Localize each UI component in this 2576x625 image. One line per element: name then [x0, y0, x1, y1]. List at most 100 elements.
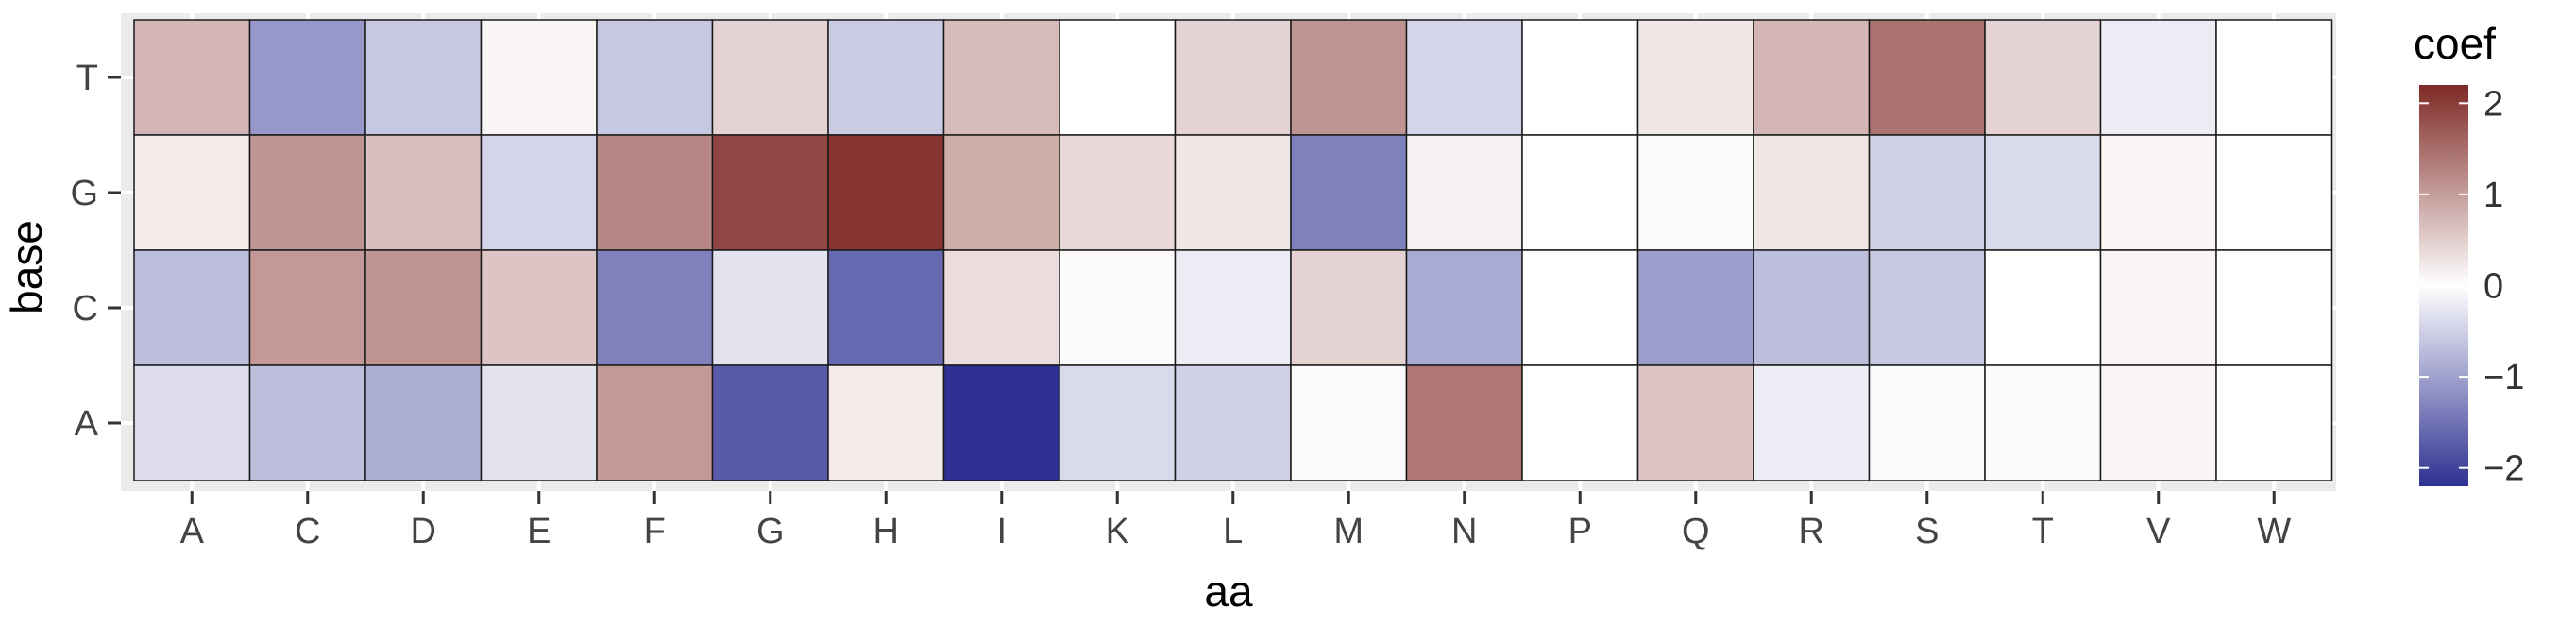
heatmap-cell-F-A	[596, 364, 714, 481]
heatmap-cell-P-C	[1521, 249, 1639, 366]
heatmap-cell-W-A	[2215, 364, 2333, 481]
heatmap-cell-H-T	[827, 19, 945, 136]
heatmap-cell-S-A	[1868, 364, 1986, 481]
heatmap-cell-C-A	[248, 364, 366, 481]
heatmap-cell-S-T	[1868, 19, 1986, 136]
heatmap-cell-R-A	[1753, 364, 1871, 481]
x-tick-label: S	[1915, 512, 1939, 551]
heatmap-cell-H-A	[827, 364, 945, 481]
heatmap-cell-V-G	[2099, 134, 2217, 251]
y-tick-label: G	[70, 174, 98, 213]
heatmap-cell-G-C	[711, 249, 829, 366]
heatmap-cell-T-T	[1984, 19, 2102, 136]
heatmap-cell-F-C	[596, 249, 714, 366]
legend: coef 2 1 0 −1 −2	[2414, 19, 2524, 489]
heatmap-cell-S-C	[1868, 249, 1986, 366]
heatmap-cell-R-G	[1753, 134, 1871, 251]
heatmap-cell-A-T	[133, 19, 251, 136]
heatmap-cell-V-C	[2099, 249, 2217, 366]
heatmap-cell-I-C	[942, 249, 1060, 366]
x-tick-label: D	[411, 512, 436, 551]
heatmap-cell-N-G	[1405, 134, 1523, 251]
heatmap-cell-G-A	[711, 364, 829, 481]
heatmap-cell-Q-C	[1636, 249, 1754, 366]
heatmap-cell-L-T	[1174, 19, 1292, 136]
legend-label: 0	[2483, 267, 2503, 307]
heatmap-cell-R-C	[1753, 249, 1871, 366]
heatmap-cell-W-G	[2215, 134, 2333, 251]
x-tick-label: F	[644, 512, 666, 551]
legend-label: 2	[2483, 84, 2503, 124]
heatmap-cell-G-T	[711, 19, 829, 136]
heatmap-cell-D-G	[364, 134, 483, 251]
x-tick-label: N	[1451, 512, 1477, 551]
heatmap-cell-T-G	[1984, 134, 2102, 251]
heatmap-cell-P-T	[1521, 19, 1639, 136]
heatmap-cell-N-A	[1405, 364, 1523, 481]
heatmap-cell-W-C	[2215, 249, 2333, 366]
y-tick-label: A	[75, 404, 99, 444]
heatmap-cell-D-T	[364, 19, 483, 136]
x-axis-title: aa	[1204, 566, 1253, 616]
x-tick-label: G	[756, 512, 785, 551]
y-tick-label: C	[73, 289, 98, 329]
heatmap-cell-H-G	[827, 134, 945, 251]
heatmap-cell-P-G	[1521, 134, 1639, 251]
heatmap-cell-S-G	[1868, 134, 1986, 251]
heatmap-cell-H-C	[827, 249, 945, 366]
x-tick-label: W	[2257, 512, 2291, 551]
heatmap-cell-N-T	[1405, 19, 1523, 136]
heatmap-cell-M-A	[1290, 364, 1408, 481]
x-tick-label: K	[1106, 512, 1129, 551]
heatmap-cell-W-T	[2215, 19, 2333, 136]
x-tick-label: L	[1223, 512, 1243, 551]
legend-title: coef	[2414, 19, 2496, 68]
heatmap-cell-M-C	[1290, 249, 1408, 366]
heatmap-cell-E-G	[480, 134, 598, 251]
legend-label: −1	[2483, 358, 2524, 397]
heatmap-cell-N-C	[1405, 249, 1523, 366]
heatmap-cell-K-T	[1059, 19, 1177, 136]
heatmap-cell-E-T	[480, 19, 598, 136]
legend-label: 1	[2483, 176, 2503, 215]
legend-label: −2	[2483, 449, 2524, 489]
heatmap-cell-I-T	[942, 19, 1060, 136]
heatmap-cell-Q-T	[1636, 19, 1754, 136]
heatmap-cell-V-T	[2099, 19, 2217, 136]
heatmap-cell-M-G	[1290, 134, 1408, 251]
x-tick-label: V	[2146, 512, 2171, 551]
heatmap-cell-A-G	[133, 134, 251, 251]
x-tick-label: C	[295, 512, 320, 551]
heatmap-cell-K-G	[1059, 134, 1177, 251]
heatmap-cell-C-G	[248, 134, 366, 251]
heatmap-cell-T-A	[1984, 364, 2102, 481]
y-axis: T G C A	[70, 59, 121, 444]
heatmap-cell-L-C	[1174, 249, 1292, 366]
x-tick-label: P	[1568, 512, 1592, 551]
y-axis-title: base	[2, 220, 51, 314]
heatmap-cell-L-G	[1174, 134, 1292, 251]
heatmap-cell-Q-A	[1636, 364, 1754, 481]
heatmap-cell-V-A	[2099, 364, 2217, 481]
heatmap-cell-E-C	[480, 249, 598, 366]
heatmap-cell-E-A	[480, 364, 598, 481]
heatmap-cell-F-T	[596, 19, 714, 136]
heatmap-cell-C-C	[248, 249, 366, 366]
heatmap-cells	[133, 19, 2333, 481]
x-tick-label: R	[1799, 512, 1824, 551]
heatmap-cell-D-A	[364, 364, 483, 481]
x-tick-label: H	[873, 512, 899, 551]
x-tick-label: T	[2032, 512, 2054, 551]
x-tick-label: M	[1333, 512, 1364, 551]
heatmap-cell-I-A	[942, 364, 1060, 481]
heatmap-cell-R-T	[1753, 19, 1871, 136]
heatmap-cell-G-G	[711, 134, 829, 251]
heatmap-cell-T-C	[1984, 249, 2102, 366]
heatmap-cell-C-T	[248, 19, 366, 136]
heatmap-cell-I-G	[942, 134, 1060, 251]
heatmap-cell-P-A	[1521, 364, 1639, 481]
y-tick-label: T	[76, 59, 98, 98]
x-tick-label: A	[180, 512, 205, 551]
heatmap-cell-F-G	[596, 134, 714, 251]
